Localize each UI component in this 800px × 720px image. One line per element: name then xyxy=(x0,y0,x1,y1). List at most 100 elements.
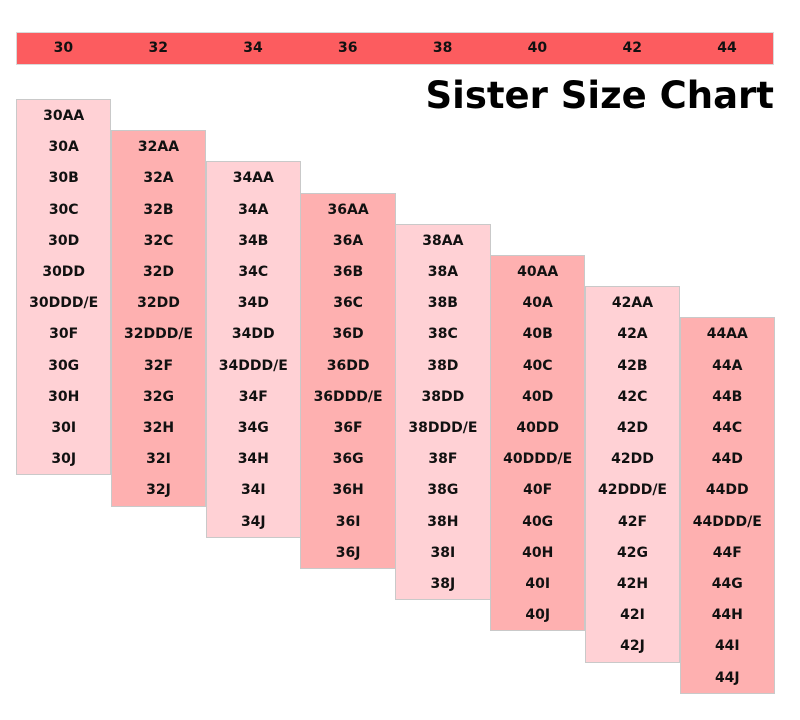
size-cell-44AA: 44AA xyxy=(706,326,748,343)
size-cell-44D: 44D xyxy=(711,451,743,468)
size-cell-36F: 36F xyxy=(333,419,363,436)
size-cell-42H: 42H xyxy=(616,575,649,592)
size-cell-32J: 32J xyxy=(146,482,171,499)
size-cell-44J: 44J xyxy=(714,669,740,686)
band-size-header-38: 38 xyxy=(432,40,453,56)
size-cell-30J: 30J xyxy=(51,451,77,468)
size-cell-34A: 34A xyxy=(238,201,269,218)
size-cell-30D: 30D xyxy=(48,232,80,249)
size-column-30: 30AA 30A 30B 30C 30D 30DD 30DDD/E 30F 30G 30H 30I 3… xyxy=(16,99,112,476)
band-size-header-32: 32 xyxy=(148,40,168,56)
size-cell-36C: 36C xyxy=(333,295,363,312)
size-cell-30F: 30F xyxy=(49,326,79,343)
size-cell-32AA: 32AA xyxy=(137,139,180,156)
size-cell-38J: 38J xyxy=(430,575,456,592)
size-cell-34AA: 34AA xyxy=(232,170,274,187)
size-cell-42A: 42A xyxy=(617,326,648,343)
size-cell-30AA: 30AA xyxy=(43,108,85,124)
size-cell-38A: 38A xyxy=(427,263,459,280)
size-cell-34B: 34B xyxy=(238,232,269,249)
size-column-32: 32AA 32A 32B 32C 32D 32DD 32DDD/E 32F 32G 32H 32I 3… xyxy=(110,130,207,507)
size-cell-36DDD-E: 36DDD/E xyxy=(313,388,383,405)
band-size-header-30: 30 xyxy=(53,40,74,56)
chart-title: Sister Size Chart xyxy=(425,74,774,117)
size-cell-34H: 34H xyxy=(237,451,269,468)
size-cell-38DD: 38DD xyxy=(421,388,465,405)
size-cell-42G: 42G xyxy=(617,544,648,561)
size-cell-44I: 44I xyxy=(714,638,740,655)
size-cell-36G: 36G xyxy=(332,451,364,468)
size-cell-34I: 34I xyxy=(240,482,266,499)
size-column-40: 40AA 40A 40B 40C 40D 40DD 40DDD/E 40F 40G 40H 40I 4… xyxy=(490,255,586,632)
size-cell-40A: 40A xyxy=(522,295,553,312)
size-cell-30C: 30C xyxy=(48,201,79,218)
size-cell-40AA: 40AA xyxy=(517,264,559,280)
size-cell-30B: 30B xyxy=(48,170,79,187)
size-cell-44A: 44A xyxy=(712,357,743,374)
size-cell-34D: 34D xyxy=(237,295,269,312)
size-cell-36J: 36J xyxy=(335,544,361,561)
size-cell-36I: 36I xyxy=(335,513,361,530)
size-cell-32DDD-E: 32DDD/E xyxy=(123,326,193,343)
band-size-header-bar: 30 32 34 36 38 40 42 44 xyxy=(16,32,774,65)
size-cell-36DD: 36DD xyxy=(326,357,370,374)
size-cell-38B: 38B xyxy=(427,295,458,312)
size-cell-44G: 44G xyxy=(711,575,743,592)
size-cell-32B: 32B xyxy=(143,201,174,218)
size-cell-40G: 40G xyxy=(522,513,554,530)
size-cell-38I: 38I xyxy=(430,544,456,561)
band-size-header-44: 44 xyxy=(717,40,737,56)
size-cell-40C: 40C xyxy=(522,357,553,374)
size-column-42: 42AA 42A 42B 42C 42D 42DD 42DDD/E 42F 42G 42H 42I 4… xyxy=(584,286,681,663)
size-cell-34DD: 34DD xyxy=(231,326,275,343)
size-cell-36AA: 36AA xyxy=(327,201,369,218)
size-cell-44DD: 44DD xyxy=(705,482,749,499)
size-cell-42D: 42D xyxy=(616,419,649,436)
size-cell-42F: 42F xyxy=(617,513,648,530)
size-cell-38G: 38G xyxy=(427,482,459,499)
size-cell-40I: 40I xyxy=(525,576,551,592)
size-cell-40D: 40D xyxy=(522,388,554,405)
size-cell-42J: 42J xyxy=(620,638,645,655)
size-cell-30DD: 30DD xyxy=(42,264,86,280)
size-cell-44DDD-E: 44DDD/E xyxy=(692,513,762,530)
size-cell-42DDD-E: 42DDD/E xyxy=(597,482,667,499)
size-cell-30G: 30G xyxy=(48,357,80,374)
size-cell-34G: 34G xyxy=(237,419,269,436)
size-cell-32D: 32D xyxy=(142,263,175,280)
size-cell-44F: 44F xyxy=(712,544,742,561)
size-cell-32A: 32A xyxy=(143,170,174,187)
size-cell-40DDD-E: 40DDD/E xyxy=(503,451,573,468)
size-cell-38H: 38H xyxy=(427,513,459,530)
size-cell-32F: 32F xyxy=(143,357,174,374)
size-cell-32C: 32C xyxy=(143,232,174,249)
size-column-38: 38AA 38A 38B 38C 38D 38DD 38DDD/E 38F 38G 38H 38I 3… xyxy=(395,223,491,601)
size-cell-32I: 32I xyxy=(146,451,171,468)
size-cell-42I: 42I xyxy=(620,607,645,624)
size-cell-36D: 36D xyxy=(332,326,364,343)
size-cell-42C: 42C xyxy=(617,388,648,405)
size-cell-40F: 40F xyxy=(523,482,553,499)
size-cell-44H: 44H xyxy=(711,607,743,624)
size-cell-34J: 34J xyxy=(240,513,266,530)
size-cell-34DDD-E: 34DDD/E xyxy=(218,357,288,374)
size-cell-42AA: 42AA xyxy=(611,295,654,312)
size-cell-40J: 40J xyxy=(525,607,551,624)
size-cell-38AA: 38AA xyxy=(422,232,464,249)
size-cell-38DDD-E: 38DDD/E xyxy=(408,419,478,436)
size-column-36: 36AA 36A 36B 36C 36D 36DD 36DDD/E 36F 36G 36H 36I 3… xyxy=(300,192,396,569)
size-cell-40DD: 40DD xyxy=(516,420,560,436)
band-size-header-34: 34 xyxy=(243,40,263,56)
band-size-header-42: 42 xyxy=(622,40,642,56)
size-cell-44C: 44C xyxy=(712,419,743,436)
size-cell-30I: 30I xyxy=(51,420,77,436)
size-column-34: 34AA 34A 34B 34C 34D 34DD 34DDD/E 34F 34G 34H 34I 3… xyxy=(205,161,301,538)
size-cell-36B: 36B xyxy=(333,263,364,280)
size-cell-30DDD-E: 30DDD/E xyxy=(29,295,99,312)
size-cell-38D: 38D xyxy=(427,357,459,374)
size-cell-44B: 44B xyxy=(712,388,743,405)
band-size-header-36: 36 xyxy=(338,40,358,56)
size-cell-36A: 36A xyxy=(332,232,364,249)
size-cell-30H: 30H xyxy=(48,388,80,405)
size-cell-42B: 42B xyxy=(617,357,648,374)
